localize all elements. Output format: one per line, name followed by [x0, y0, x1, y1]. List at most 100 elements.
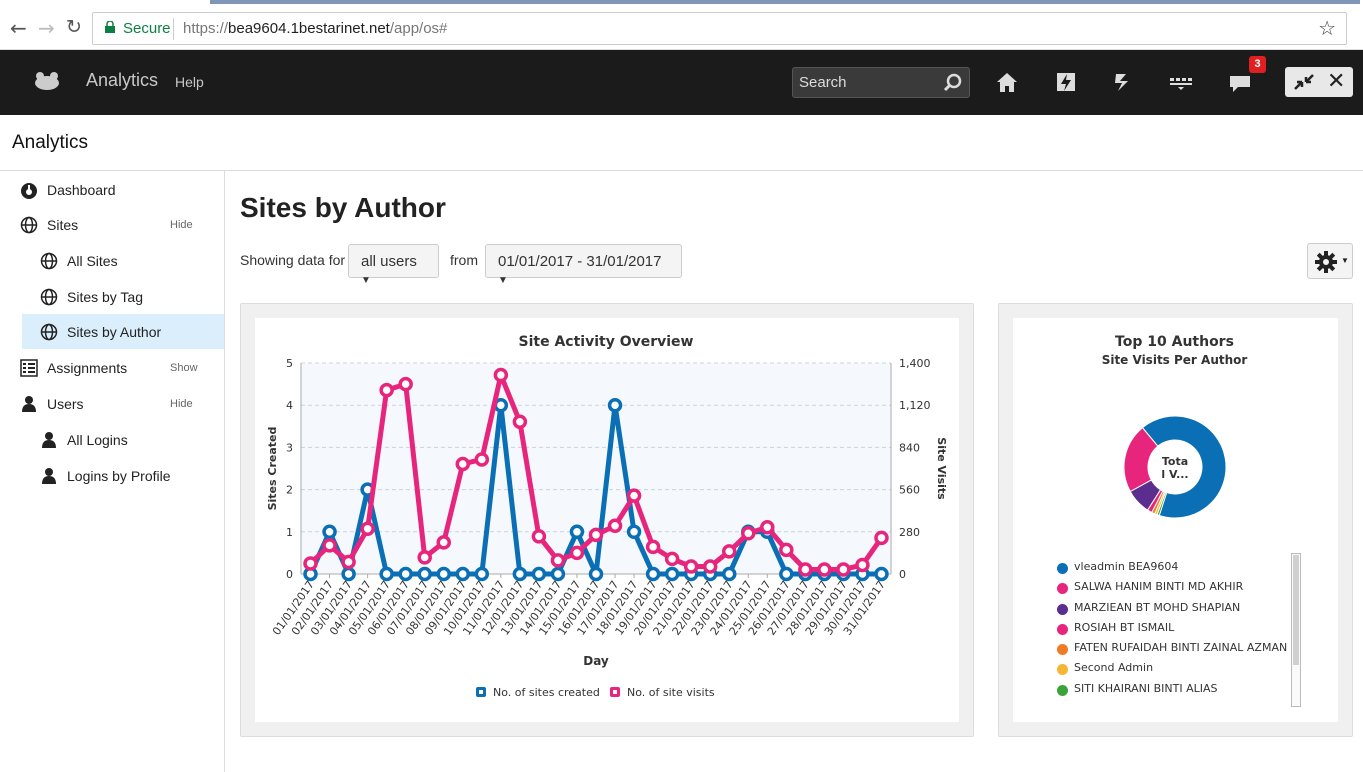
lightning-icon[interactable]	[1052, 68, 1080, 96]
help-link[interactable]: Help	[175, 74, 204, 90]
y-axis-title: Sites Created	[266, 427, 279, 511]
data-point-sites-created	[455, 566, 471, 582]
sidebar-item-sites-by-tag[interactable]: Sites by Tag	[0, 279, 224, 314]
legend-item[interactable]: SALWA HANIM BINTI MD AKHIR	[1057, 580, 1297, 600]
sidebar-item-sites[interactable]: Sites Hide	[0, 207, 224, 242]
y-tick-label: 4	[286, 399, 293, 412]
data-point-site-visits	[702, 559, 718, 574]
legend-pie-marker	[1057, 664, 1068, 676]
browser-toolbar: ← → ↻ Secure https://bea9604.1bestarinet…	[0, 0, 1363, 50]
user-icon	[22, 396, 36, 412]
sidebar-item-dashboard[interactable]: Dashboard	[0, 172, 224, 207]
y-tick-label: 0	[286, 568, 293, 581]
frog-logo-icon[interactable]	[33, 72, 61, 90]
window-controls[interactable]: ✕	[1285, 67, 1353, 97]
y2-tick-label: 1,120	[899, 399, 931, 412]
data-point-site-visits	[531, 529, 547, 544]
pie-slice	[1141, 415, 1227, 519]
globe-icon	[40, 288, 58, 306]
sidebar-item-assignments[interactable]: Assignments Show	[0, 350, 224, 385]
notification-badge: 3	[1249, 56, 1266, 73]
url-text[interactable]: https://bea9604.1bestarinet.net/app/os#	[183, 20, 448, 37]
data-point-site-visits	[645, 539, 661, 555]
settings-button[interactable]: ▼	[1307, 243, 1353, 279]
data-point-sites-created	[607, 397, 623, 413]
sidebar-item-all-logins[interactable]: All Logins	[0, 422, 224, 457]
address-bar[interactable]: Secure https://bea9604.1bestarinet.net/a…	[92, 12, 1347, 45]
data-point-site-visits	[322, 538, 337, 553]
data-point-site-visits	[855, 557, 870, 573]
minimize-arrows-icon[interactable]	[1293, 73, 1315, 91]
donut-hole	[1149, 441, 1201, 493]
main-title: Sites by Author	[240, 192, 446, 223]
date-range-dropdown[interactable]: 01/01/2017 - 31/01/2017 ▼	[485, 244, 682, 286]
y2-tick-label: 560	[899, 484, 920, 497]
app-title[interactable]: Analytics	[86, 70, 159, 90]
data-point-site-visits	[303, 556, 318, 571]
y-tick-label: 2	[286, 484, 293, 497]
sites-hide-toggle[interactable]: Hide	[170, 219, 193, 231]
data-point-site-visits	[436, 535, 451, 550]
globe-icon	[40, 252, 58, 270]
data-point-sites-created	[512, 566, 528, 582]
pie-legend: vleadmin BEA9604 SALWA HANIM BINTI MD AKH…	[1057, 560, 1297, 702]
y-tick-label: 3	[286, 441, 293, 454]
forward-icon[interactable]: →	[38, 16, 55, 40]
sidebar-item-sites-by-author[interactable]: Sites by Author	[22, 314, 224, 349]
y2-tick-label: 0	[899, 568, 906, 581]
data-point-site-visits	[474, 452, 490, 467]
data-point-site-visits	[550, 553, 566, 568]
globe-icon	[20, 216, 38, 234]
legend-marker-hole	[479, 690, 483, 694]
legend-item[interactable]: FATEN RUFAIDAH BINTI ZAINAL AZMAN	[1057, 641, 1297, 661]
legend-label: vleadmin BEA9604	[1074, 560, 1179, 573]
legend-pie-marker	[1057, 623, 1068, 635]
legend-pie-marker	[1057, 563, 1068, 574]
legend-item[interactable]: MARZIEAN BT MOHD SHAPIAN	[1057, 601, 1297, 621]
close-icon[interactable]: ✕	[1327, 69, 1346, 94]
data-point-site-visits	[683, 559, 699, 574]
legend-label: ROSIAH BT ISMAIL	[1074, 620, 1175, 634]
legend-pie-marker	[1057, 603, 1068, 615]
user-icon	[42, 468, 56, 484]
sidebar-item-users[interactable]: Users Hide	[0, 386, 224, 421]
apps-grid-icon[interactable]	[1167, 68, 1195, 96]
dashboard-icon	[21, 183, 37, 199]
sync-icon[interactable]	[1108, 68, 1136, 96]
bookmark-star-icon[interactable]: ☆	[1318, 16, 1336, 40]
data-point-sites-created	[645, 566, 661, 582]
assignments-show-toggle[interactable]: Show	[170, 362, 198, 374]
legend-label: SALWA HANIM BINTI MD AKHIR	[1074, 580, 1244, 594]
y-tick-label: 1	[286, 526, 293, 539]
search-input[interactable]: Search	[792, 67, 970, 98]
data-point-site-visits	[760, 520, 775, 535]
users-hide-toggle[interactable]: Hide	[170, 398, 193, 410]
chat-icon[interactable]	[1226, 68, 1254, 96]
data-point-site-visits	[417, 550, 432, 565]
y2-tick-label: 840	[899, 441, 920, 454]
legend-item[interactable]: ROSIAH BT ISMAIL	[1057, 621, 1297, 641]
legend-item[interactable]: SITI KHAIRANI BINTI ALIAS	[1057, 682, 1297, 702]
caret-down-icon: ▼	[1341, 256, 1349, 265]
gear-icon	[1315, 251, 1337, 273]
home-icon[interactable]	[993, 68, 1021, 96]
sidebar-item-logins-by-profile[interactable]: Logins by Profile	[0, 458, 224, 493]
legend-item[interactable]: Second Admin	[1057, 661, 1297, 681]
app-header: Analytics Help Search ✕	[0, 50, 1363, 115]
legend-item[interactable]: vleadmin BEA9604	[1057, 560, 1297, 580]
list-icon	[20, 359, 38, 377]
y2-tick-label: 280	[899, 526, 920, 539]
data-point-sites-created	[531, 566, 547, 582]
data-point-site-visits	[817, 562, 832, 577]
reload-icon[interactable]: ↻	[66, 16, 82, 38]
data-point-sites-created	[874, 566, 889, 582]
back-icon[interactable]: ←	[10, 16, 27, 40]
data-point-site-visits	[607, 518, 623, 534]
data-point-sites-created	[550, 566, 566, 582]
sidebar-item-all-sites[interactable]: All Sites	[0, 243, 224, 278]
data-point-site-visits	[626, 488, 642, 503]
users-dropdown[interactable]: all users ▼	[348, 244, 439, 286]
legend-scrollbar[interactable]	[1291, 553, 1301, 707]
legend-label: FATEN RUFAIDAH BINTI ZAINAL AZMAN	[1074, 641, 1288, 655]
